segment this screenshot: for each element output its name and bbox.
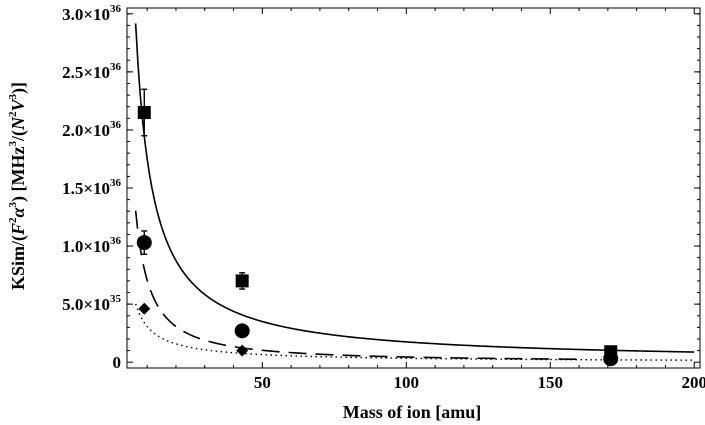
plot-frame <box>126 7 701 369</box>
x-axis-title: Mass of ion [amu] <box>343 402 482 422</box>
fit-curves <box>134 23 695 361</box>
diamond-point <box>236 344 249 357</box>
fit-circle-curve <box>134 210 580 361</box>
fit-square-curve <box>134 23 695 353</box>
y-tick-label: 0 <box>113 353 122 372</box>
x-tick-label: 100 <box>394 373 420 392</box>
y-tick-label: 2.5×1036 <box>62 61 121 82</box>
square-point <box>235 274 249 288</box>
y-tick-label: 1.0×1036 <box>62 235 121 256</box>
y-axis-ticks: 0 5.0×1035 1.0×1036 1.5×1036 2.0×1036 2.5×103… <box>62 3 700 372</box>
circle-point <box>234 323 250 339</box>
x-tick-label: 200 <box>681 373 705 392</box>
y-tick-label: 5.0×1035 <box>62 293 121 314</box>
y-tick-label: 1.5×1036 <box>62 177 121 198</box>
y-axis-title: KSim/(F2α3) [MHz3/(N2V3)] <box>7 82 29 290</box>
data-points <box>136 88 619 367</box>
diamond-point <box>138 302 151 315</box>
x-tick-label: 150 <box>538 373 564 392</box>
circle-point <box>136 235 152 251</box>
diamond-point <box>604 353 617 366</box>
y-tick-label: 2.0×1036 <box>62 119 121 140</box>
x-tick-label: 50 <box>254 373 271 392</box>
y-tick-label: 3.0×1036 <box>62 3 121 24</box>
square-point <box>137 106 151 120</box>
plot-border <box>126 7 701 369</box>
x-axis-ticks: 50 100 150 200 <box>146 8 705 392</box>
fit-diamond-curve <box>134 303 695 361</box>
